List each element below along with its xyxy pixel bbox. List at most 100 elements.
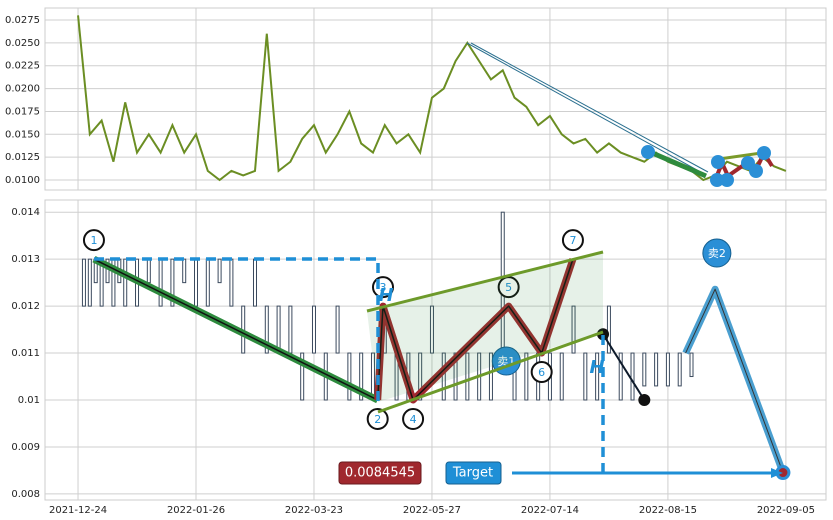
h-label: H [378, 285, 393, 306]
y-tick-label: 0.014 [11, 207, 40, 218]
target-label: Target [452, 466, 493, 481]
triangle-fill [367, 252, 603, 402]
top-panel [44, 7, 827, 191]
pattern-marker [82, 229, 105, 252]
price-bar [182, 258, 187, 284]
price-bar [158, 258, 163, 307]
price-bar [418, 352, 423, 401]
price-bar [347, 352, 352, 401]
lower-trend [377, 330, 604, 414]
price-bar [559, 352, 564, 401]
x-tick-label: 2022-03-23 [285, 505, 343, 516]
signal-marker [702, 238, 732, 268]
price-bar [359, 352, 364, 401]
pattern-label: 1 [90, 234, 97, 247]
price-bar [311, 305, 316, 354]
upper-trend [366, 250, 604, 313]
x-tick-label: 2022-05-27 [403, 505, 461, 516]
pattern-label: 6 [538, 366, 545, 379]
y-tick-label: 0.0175 [5, 106, 40, 117]
pattern-dot [757, 146, 771, 160]
pattern-label: 2 [374, 413, 381, 426]
price-bar [618, 352, 623, 401]
pattern-marker [402, 408, 425, 430]
arrow-head [771, 468, 783, 478]
trend-line [470, 42, 709, 173]
price-bar [123, 258, 128, 307]
price-bar [300, 352, 305, 401]
price-bar [677, 352, 682, 387]
price-bar [441, 352, 446, 401]
price-bar [217, 258, 222, 284]
signal-label: 卖2 [708, 247, 726, 260]
pattern-dot [641, 145, 655, 159]
y-tick-label: 0.011 [11, 348, 40, 359]
target-price: 0.0084545 [345, 466, 415, 481]
price-bar [276, 305, 281, 354]
price-bar [87, 258, 92, 307]
top-overlay [466, 42, 774, 187]
y-tick-label: 0.0250 [5, 38, 40, 49]
target-price-box [338, 461, 422, 485]
forecast-core [685, 288, 784, 473]
pattern-core [376, 258, 574, 401]
y-tick-label: 0.013 [11, 254, 40, 265]
y-tick-label: 0.0225 [5, 61, 40, 72]
price-bar [642, 352, 647, 387]
trend-line [466, 42, 707, 176]
price-bar [606, 305, 611, 354]
x-tick-label: 2022-09-05 [757, 505, 815, 516]
price-bar [288, 305, 293, 354]
pattern-dot [710, 173, 724, 187]
price-bar [465, 352, 470, 401]
pattern-dot [749, 164, 763, 178]
price-bar [689, 352, 694, 378]
price-bar [335, 305, 340, 354]
pattern-label: 4 [410, 413, 417, 426]
price-bar [252, 258, 257, 307]
y-tick-label: 0.01 [18, 395, 40, 406]
target-box [445, 461, 502, 485]
exit-line [602, 333, 646, 401]
x-tick-label: 2022-08-15 [639, 505, 697, 516]
pattern-label: 3 [380, 281, 387, 294]
price-bar [429, 305, 434, 354]
price-bar [488, 352, 493, 401]
price-bar [630, 352, 635, 401]
price-bar [654, 352, 659, 387]
price-bar [146, 258, 151, 284]
y-tick-label: 0.008 [11, 489, 40, 500]
price-bar [571, 305, 576, 354]
price-bar [205, 258, 210, 307]
x-tick-label: 2022-01-26 [167, 505, 225, 516]
price-bar [81, 258, 86, 307]
price-bar [105, 258, 110, 284]
bottom-overlay: 0.0084545 Target H H [94, 250, 783, 485]
pattern-marker [366, 408, 389, 430]
y-tick-label: 0.0100 [5, 175, 40, 186]
pattern-label: 7 [569, 234, 576, 247]
y-tick-label: 0.009 [11, 442, 40, 453]
h-label: H [589, 357, 604, 378]
price-bar [665, 352, 670, 387]
x-tick-label: 2021-12-24 [49, 505, 107, 516]
y-tick-label: 0.0275 [5, 15, 40, 26]
exit-dot [638, 394, 651, 406]
pattern-dot [711, 155, 725, 169]
price-bar [453, 352, 458, 401]
price-bar [194, 258, 199, 307]
pattern-core [93, 258, 379, 401]
price-bar [229, 258, 234, 307]
bottom-panel [44, 199, 827, 501]
x-tick-label: 2022-07-14 [521, 505, 579, 516]
exit-dot [597, 328, 610, 341]
pattern-marker [561, 229, 584, 252]
y-tick-label: 0.0125 [5, 152, 40, 163]
price-bar [583, 352, 588, 401]
y-tick-label: 0.0200 [5, 84, 40, 95]
pattern-line [649, 149, 707, 179]
pattern-label: 5 [505, 281, 512, 294]
price-bar [595, 352, 600, 401]
price-bar [264, 305, 269, 354]
